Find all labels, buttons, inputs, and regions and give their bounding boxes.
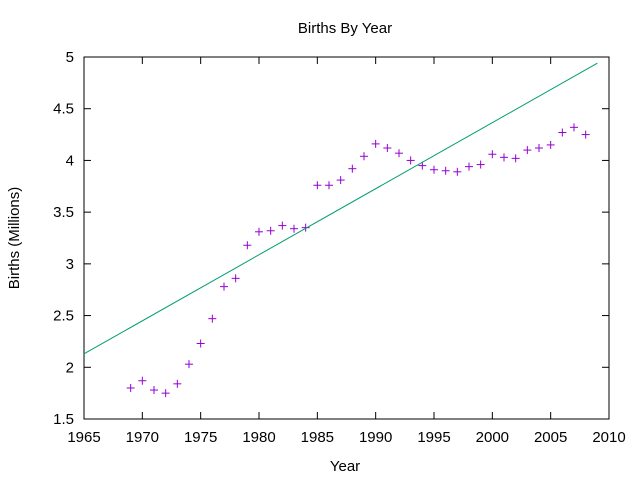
data-point bbox=[453, 167, 462, 176]
chart-title: Births By Year bbox=[298, 20, 392, 37]
data-point bbox=[581, 130, 590, 139]
data-point bbox=[441, 166, 450, 175]
series-layer bbox=[83, 62, 598, 398]
data-point bbox=[546, 140, 555, 149]
data-point bbox=[383, 144, 392, 153]
data-point bbox=[255, 227, 263, 236]
data-point bbox=[511, 154, 520, 163]
data-point bbox=[371, 139, 380, 148]
x-tick-label: 2010 bbox=[592, 429, 625, 446]
data-point bbox=[126, 383, 135, 392]
y-tick-label: 2 bbox=[66, 359, 74, 376]
y-axis-label: Births (Millions) bbox=[6, 187, 23, 290]
data-point bbox=[570, 123, 578, 132]
y-tick-label: 3 bbox=[66, 256, 74, 273]
data-point bbox=[173, 379, 182, 388]
data-point bbox=[161, 389, 170, 398]
data-point bbox=[500, 153, 508, 162]
data-point bbox=[476, 160, 485, 169]
y-axis: 1.5 2 2.5 3 3.5 4 4.5 5 bbox=[53, 49, 609, 428]
x-axis-label: Year bbox=[330, 458, 360, 475]
x-tick-label: 1970 bbox=[126, 429, 159, 446]
data-point bbox=[150, 386, 158, 395]
x-tick-label: 1980 bbox=[242, 429, 275, 446]
data-point bbox=[348, 164, 357, 173]
y-tick-label: 4 bbox=[66, 152, 74, 169]
data-point bbox=[290, 224, 298, 233]
data-point bbox=[523, 146, 532, 155]
data-point bbox=[266, 226, 275, 235]
data-point bbox=[360, 152, 368, 161]
x-tick-label: 1975 bbox=[184, 429, 217, 446]
data-point bbox=[325, 181, 333, 190]
y-tick-label: 1.5 bbox=[53, 411, 74, 428]
data-point bbox=[208, 314, 217, 323]
data-point bbox=[488, 150, 497, 159]
x-tick-label: 2005 bbox=[534, 429, 567, 446]
x-tick-label: 1965 bbox=[67, 429, 100, 446]
data-point bbox=[465, 162, 473, 171]
x-tick-label: 1985 bbox=[301, 429, 334, 446]
y-tick-label: 2.5 bbox=[53, 308, 74, 325]
data-point bbox=[558, 128, 567, 137]
data-point bbox=[313, 181, 322, 190]
data-point bbox=[406, 156, 415, 165]
plot-frame bbox=[83, 56, 610, 420]
data-point bbox=[301, 223, 310, 232]
data-point bbox=[278, 221, 287, 230]
y-tick-label: 3.5 bbox=[53, 204, 74, 221]
y-tick-label: 5 bbox=[66, 49, 74, 66]
data-point bbox=[185, 360, 193, 369]
data-point bbox=[430, 165, 438, 174]
data-point bbox=[138, 376, 147, 385]
data-point bbox=[336, 176, 345, 185]
x-tick-label: 2000 bbox=[476, 429, 509, 446]
data-point bbox=[196, 339, 205, 348]
data-point bbox=[243, 241, 252, 250]
x-tick-label: 1995 bbox=[417, 429, 450, 446]
data-point bbox=[220, 282, 228, 291]
y-tick-label: 4.5 bbox=[53, 101, 74, 118]
x-axis: 1965 1970 1975 1980 1985 1990 1995 2000 2005 2010 bbox=[67, 57, 626, 446]
data-point bbox=[231, 274, 240, 283]
trend-line bbox=[83, 62, 598, 355]
data-point bbox=[395, 149, 403, 158]
x-tick-label: 1990 bbox=[359, 429, 392, 446]
data-point bbox=[418, 161, 427, 170]
data-point bbox=[535, 144, 543, 153]
